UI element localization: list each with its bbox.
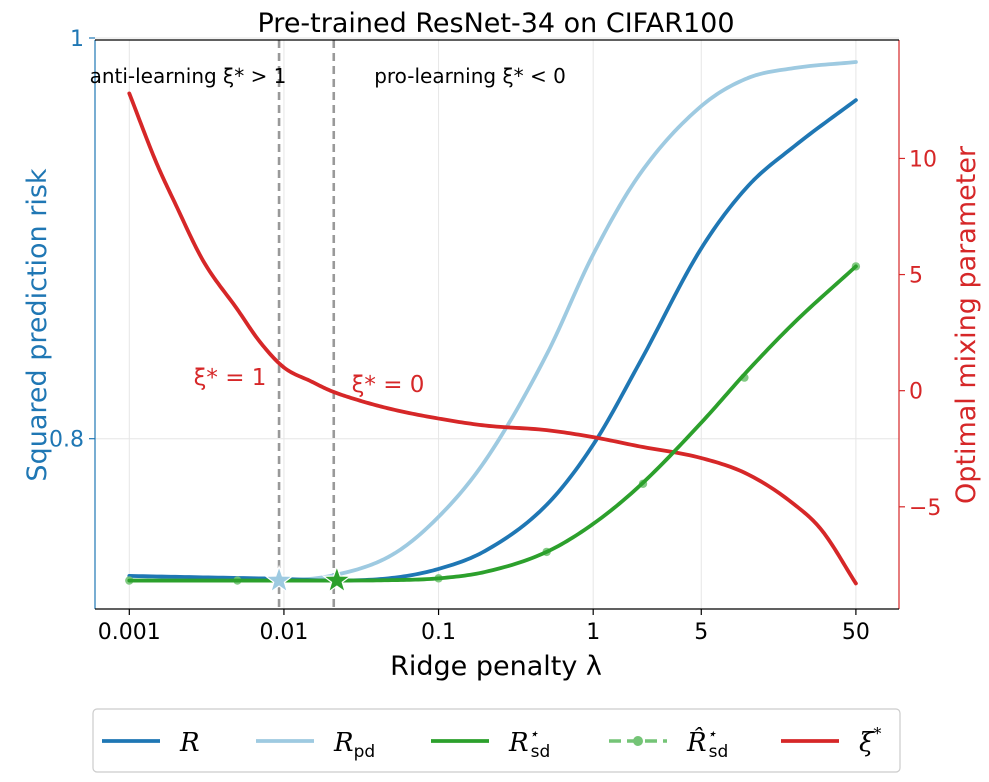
y-left-tick-label-1: 1 — [70, 27, 84, 52]
y-right-tick-label-0: −5 — [909, 496, 941, 521]
star-marker-R_sd — [321, 564, 352, 594]
series-line-R — [127, 98, 858, 583]
x-tick-label-2: 0.1 — [421, 620, 456, 645]
y-axis-label-left: Squared prediction risk — [22, 168, 53, 481]
annotation-pro-learning: pro-learning ξ* < 0 — [374, 64, 566, 88]
y-left-tick-label-0: 0.8 — [49, 428, 84, 453]
x-tick-label-0: 0.001 — [98, 620, 161, 645]
legend-item-R_sd_hat: R̂⋆ sd — [609, 724, 728, 762]
x-tick-label-4: 5 — [694, 620, 708, 645]
annotation-anti-learning: anti-learning ξ* > 1 — [90, 64, 287, 88]
vertical-reference-lines — [277, 40, 336, 609]
axes: 0.001 0.01 0.1 1 5 50 0.8 1 −5 0 5 10 — [49, 27, 941, 645]
y-right-tick-label-2: 5 — [909, 264, 923, 289]
y-right-tick-label-3: 10 — [909, 147, 937, 172]
legend-box — [92, 708, 901, 773]
legend-marker-R_sd_hat — [633, 736, 643, 746]
legend-item-xi: ξ* — [781, 724, 881, 758]
series-line-ξstar — [127, 91, 858, 586]
series-line-R_sd — [127, 264, 858, 583]
legend-label-xi: ξ* — [859, 724, 881, 758]
grid-lines — [95, 37, 899, 609]
annotation-xi-zero: ξ* = 0 — [352, 372, 425, 398]
series-group — [125, 60, 861, 586]
y-axis-label-right: Optimal mixing parameter — [951, 145, 982, 504]
legend-label-R: R — [179, 728, 200, 758]
x-tick-label-5: 50 — [842, 620, 870, 645]
chart-title: Pre-trained ResNet-34 on CIFAR100 — [258, 8, 735, 39]
x-tick-label-3: 1 — [586, 620, 600, 645]
series-line-R_pd — [127, 60, 858, 583]
x-axis-label: Ridge penalty λ — [390, 651, 602, 682]
legend-item-R: R — [102, 728, 200, 758]
y-right-tick-label-1: 0 — [909, 380, 923, 405]
x-tick-label-1: 0.01 — [259, 620, 308, 645]
star-markers — [264, 564, 352, 594]
legend-label-R_pd: Rpd — [333, 728, 375, 762]
legend-item-R_sd: R⋆ sd — [431, 724, 550, 762]
legend: R Rpd R⋆ sd R̂⋆ sd ξ* — [92, 708, 901, 773]
series-R_sd_hat — [125, 262, 861, 585]
legend-label-R_sd: R⋆ sd — [508, 724, 550, 762]
star-marker-R_pd — [264, 564, 295, 594]
annotation-xi-one: ξ* = 1 — [194, 365, 267, 391]
annotations: anti-learning ξ* > 1 pro-learning ξ* < 0 ξ… — [90, 64, 566, 398]
legend-item-R_pd: Rpd — [256, 728, 375, 762]
legend-label-R_sd_hat: R̂⋆ sd — [686, 724, 728, 762]
